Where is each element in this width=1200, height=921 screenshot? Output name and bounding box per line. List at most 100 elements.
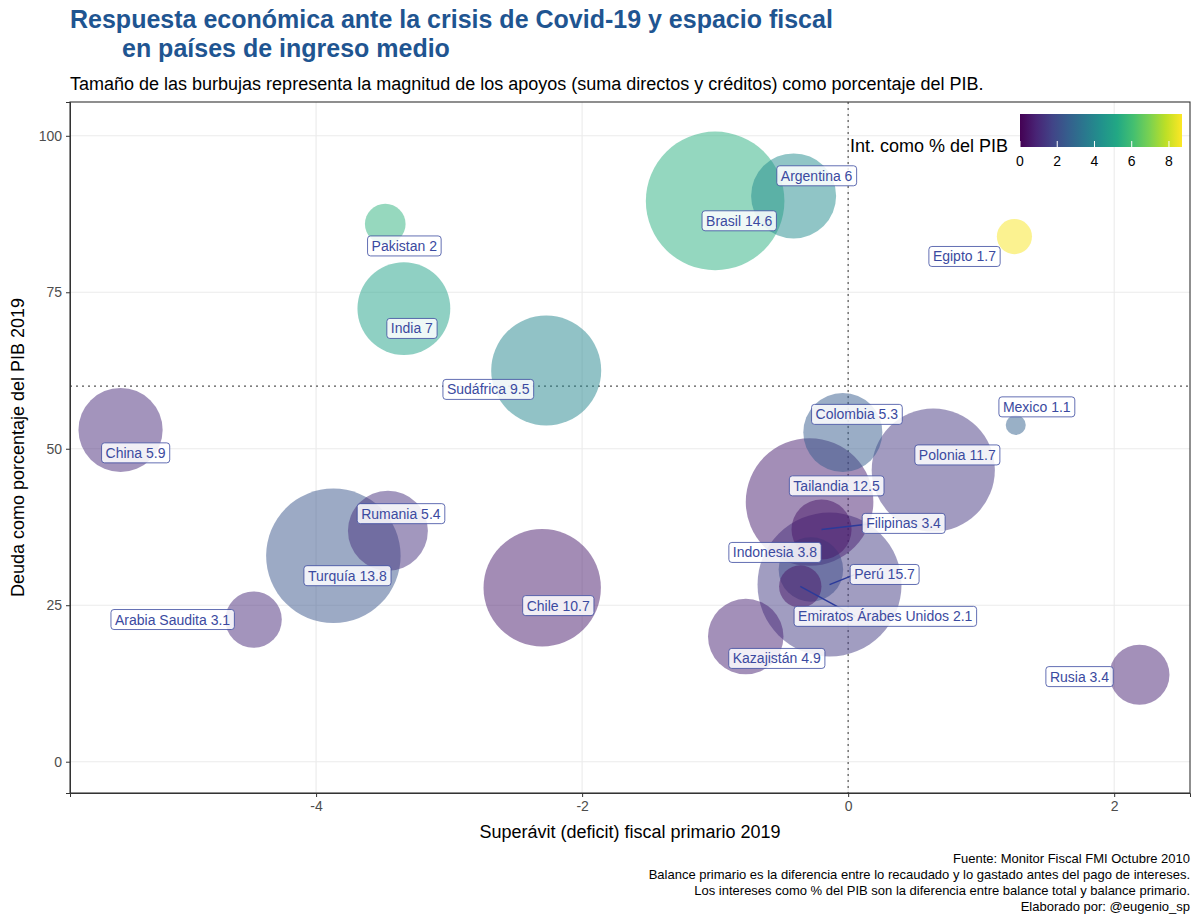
- point-label: Indonesia 3.8: [729, 542, 821, 562]
- label: Egipto 1.7: [933, 248, 996, 264]
- grid-line: [582, 102, 583, 793]
- grid-line: [70, 292, 1190, 293]
- label-box: [102, 443, 170, 463]
- point-label: Brasil 14.6: [702, 211, 776, 231]
- x-tick: 0: [845, 793, 853, 814]
- y-tick: 0: [54, 754, 70, 770]
- label-box: [729, 648, 825, 668]
- label: Kazajistán 4.9: [733, 650, 821, 666]
- plot-border: [70, 102, 1190, 793]
- label-box: [850, 564, 919, 584]
- bubble: [997, 219, 1032, 254]
- colorbar-tick: [1168, 141, 1169, 147]
- point-label: Sudáfrica 9.5: [443, 379, 534, 399]
- label-box: [729, 542, 821, 562]
- colorbar-tick: [1020, 141, 1021, 147]
- label: Chile 10.7: [527, 598, 590, 614]
- point-label: Perú 15.7: [830, 564, 920, 584]
- label: Pakistan 2: [372, 238, 438, 254]
- label-box: [999, 397, 1075, 417]
- title: Respuesta económica ante la crisis de Co…: [70, 5, 833, 33]
- y-axis-title: Deuda como porcentaje del PIB 2019: [8, 298, 28, 597]
- x-axis: -4 -2 0 2: [71, 793, 1191, 814]
- label-box: [111, 610, 234, 630]
- label-box: [523, 596, 594, 616]
- caption: Elaborado por: @eugenio_sp: [1021, 899, 1190, 914]
- label: Mexico 1.1: [1003, 399, 1071, 415]
- label: Argentina 6: [781, 168, 853, 184]
- point-label: Turquía 13.8: [304, 566, 391, 586]
- point-label: Rumania 5.4: [357, 504, 445, 524]
- y-tick-mark: [66, 762, 70, 763]
- label-box: [789, 476, 884, 496]
- y-tick-mark: [66, 136, 70, 137]
- point-label: Tailandia 12.5: [789, 476, 884, 496]
- point-label: Kazajistán 4.9: [729, 648, 825, 668]
- reference-line: [70, 386, 1190, 387]
- x-tick-label: -2: [576, 798, 589, 814]
- point-label: Chile 10.7: [523, 596, 594, 616]
- point-label: Emiratos Árabes Unidos 2.1: [794, 586, 977, 626]
- grid-line: [70, 761, 1190, 762]
- bubble: [348, 491, 428, 571]
- label: Emiratos Árabes Unidos 2.1: [798, 608, 973, 624]
- point-label: Egipto 1.7: [929, 246, 1000, 266]
- x-tick-label: -4: [310, 798, 323, 814]
- colorbar-tick-label: 2: [1053, 153, 1061, 169]
- x-axis-line: [71, 794, 1191, 798]
- y-tick-label: 75: [46, 284, 62, 300]
- x-tick-label: 0: [845, 798, 853, 814]
- label-box: [777, 166, 857, 186]
- colorbar-tick: [1131, 141, 1132, 147]
- y-axis-line: [66, 103, 71, 794]
- label: Perú 15.7: [854, 566, 915, 582]
- point-label: Pakistan 2: [368, 236, 442, 256]
- label-box: [387, 318, 437, 338]
- chart: Respuesta económica ante la crisis de Co…: [0, 0, 1200, 921]
- y-tick-label: 25: [46, 597, 62, 613]
- point-label: China 5.9: [102, 443, 170, 463]
- caption: Fuente: Monitor Fiscal FMI Octubre 2010: [953, 851, 1190, 866]
- label-box: [357, 504, 445, 524]
- colorbar-tick-label: 8: [1165, 153, 1173, 169]
- label-box: [443, 379, 534, 399]
- y-tick-mark: [66, 292, 70, 293]
- colorbar-tick-label: 6: [1128, 153, 1136, 169]
- caption: Los intereses como % del PIB son la dife…: [694, 883, 1190, 898]
- label-box: [702, 211, 776, 231]
- bubble: [491, 316, 601, 426]
- bubble: [1109, 645, 1169, 705]
- label: Turquía 13.8: [308, 568, 387, 584]
- label: Colombia 5.3: [816, 406, 899, 422]
- label-box: [304, 566, 391, 586]
- x-tick: 2: [1111, 793, 1119, 814]
- y-tick: 100: [39, 128, 70, 144]
- colorbar-tick-label: 4: [1091, 153, 1099, 169]
- y-tick: 25: [46, 597, 70, 613]
- point-label: Filipinas 3.4: [822, 513, 946, 533]
- colorbar-tick: [1057, 141, 1058, 147]
- label: Arabia Saudita 3.1: [115, 612, 230, 628]
- label: Rusia 3.4: [1050, 669, 1109, 685]
- label: Indonesia 3.8: [733, 544, 817, 560]
- grid-line: [316, 102, 317, 793]
- point-label: Mexico 1.1: [999, 397, 1075, 417]
- labels: Perú 15.7 Brasil 14.6 Turquía 13.8 Tailandi…: [102, 166, 1114, 687]
- point-label: India 7: [387, 318, 437, 338]
- bubble: [357, 262, 450, 355]
- x-axis-title: Superávit (deficit) fiscal primario 2019: [479, 822, 780, 842]
- grid: [70, 102, 1190, 793]
- y-tick: 75: [46, 284, 70, 300]
- bubble: [779, 565, 821, 607]
- bubble: [484, 529, 601, 646]
- point-label: Rusia 3.4: [1046, 667, 1113, 687]
- grid-line: [70, 448, 1190, 449]
- x-tick-mark: [582, 793, 583, 797]
- colorbar-tick-label: 0: [1016, 153, 1024, 169]
- label: China 5.9: [106, 445, 166, 461]
- point-label: Arabia Saudita 3.1: [111, 610, 234, 630]
- colorbar-bar: [1020, 114, 1182, 147]
- bubble: [1006, 415, 1026, 435]
- y-tick-mark: [66, 605, 70, 606]
- point-label: Colombia 5.3: [812, 404, 903, 424]
